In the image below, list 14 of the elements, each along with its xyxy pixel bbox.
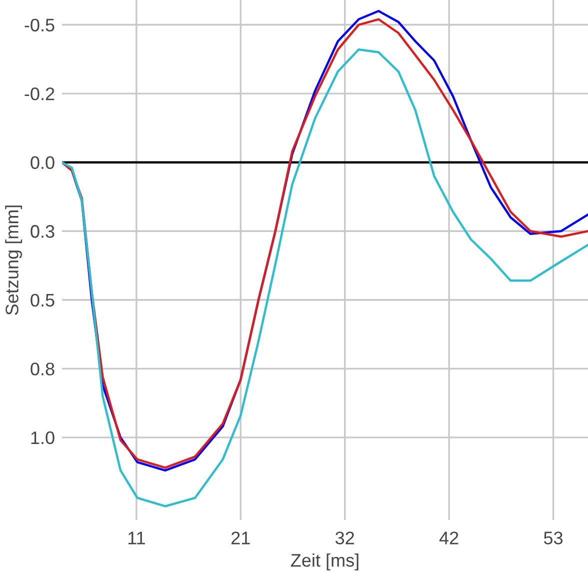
y-tick-label: 0.3 [30, 225, 54, 238]
y-axis-title: Setzung [mm] [5, 206, 22, 315]
x-tick-label: 42 [439, 532, 458, 544]
x-tick-label: 32 [335, 532, 354, 544]
y-tick-label: -0.5 [24, 18, 54, 32]
y-tick-label: 0.0 [30, 156, 54, 170]
y-tick-label: 1.0 [31, 431, 54, 444]
x-axis-title: Zeit [ms] [290, 554, 358, 570]
x-tick-label: 53 [544, 532, 563, 544]
y-tick-label: 0.8 [30, 362, 54, 376]
x-tick-label: 11 [128, 532, 145, 544]
y-tick-label: -0.2 [24, 87, 54, 100]
x-tick-label: 21 [232, 532, 250, 544]
y-tick-label: 0.5 [30, 294, 54, 307]
